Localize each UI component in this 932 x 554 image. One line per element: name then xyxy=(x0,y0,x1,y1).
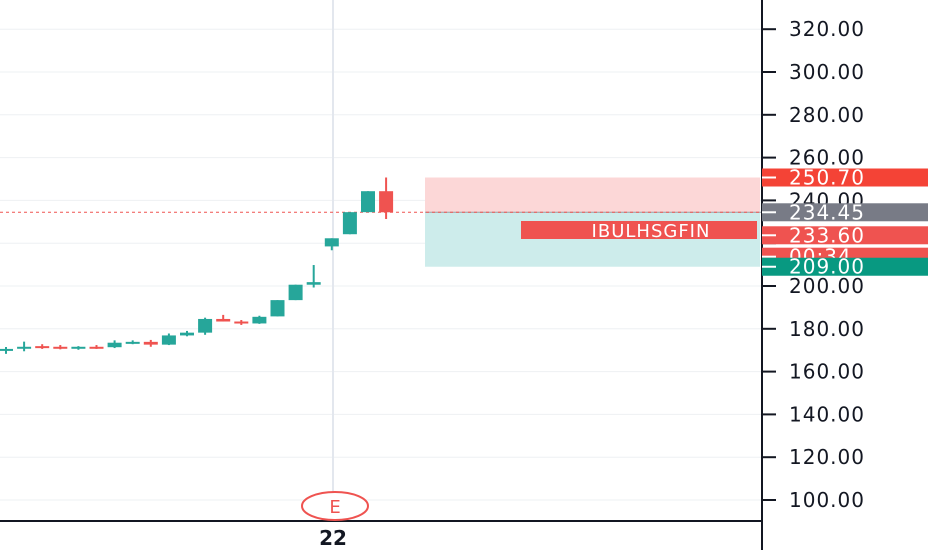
symbol-tag-text: IBULHSGFIN xyxy=(592,221,711,242)
candle[interactable] xyxy=(180,330,194,337)
candle[interactable] xyxy=(270,300,285,317)
price-label-text: 234.45 xyxy=(789,200,865,224)
y-tick-label: 260.00 xyxy=(789,146,865,170)
candle-body xyxy=(180,332,194,336)
candle-body xyxy=(342,212,357,235)
candle[interactable] xyxy=(361,191,375,213)
candle[interactable] xyxy=(107,340,122,349)
y-tick-label: 320.00 xyxy=(789,17,865,41)
candle[interactable] xyxy=(0,346,13,354)
candle[interactable] xyxy=(161,333,176,346)
candle[interactable] xyxy=(252,315,267,324)
earnings-marker[interactable]: E xyxy=(301,491,369,521)
y-tick-label: 180.00 xyxy=(789,317,865,341)
candle[interactable] xyxy=(288,284,303,301)
candle-body xyxy=(198,318,213,333)
candle-body xyxy=(306,282,321,285)
candle[interactable] xyxy=(216,314,231,322)
price-label-bg xyxy=(762,168,928,187)
candle-body xyxy=(361,191,375,213)
y-tick-label: 160.00 xyxy=(789,360,865,384)
candle-body xyxy=(252,316,267,324)
candle[interactable] xyxy=(125,340,140,345)
symbol-tag-bg xyxy=(521,221,757,239)
candle[interactable] xyxy=(71,346,86,350)
earnings-marker-badge xyxy=(301,491,369,521)
price-label-text: 233.60 xyxy=(789,223,865,247)
candle-body xyxy=(125,341,140,344)
candle[interactable] xyxy=(53,345,68,350)
candle[interactable] xyxy=(35,344,50,349)
candle[interactable] xyxy=(143,339,158,347)
candle-body xyxy=(379,191,394,213)
price-label-bg xyxy=(762,257,928,276)
stop-loss-zone xyxy=(425,177,760,213)
price-label: 234.45 xyxy=(762,200,928,224)
candle-body xyxy=(53,346,68,349)
candle-body xyxy=(143,341,158,345)
candle-body xyxy=(89,346,104,349)
price-label: 209.00 xyxy=(762,255,928,279)
candle-body xyxy=(35,346,50,349)
candle-body xyxy=(17,346,32,349)
candle-body xyxy=(107,342,122,348)
x-tick-label: 22 xyxy=(319,526,347,550)
earnings-marker-label: E xyxy=(329,497,340,518)
symbol-tag: IBULHSGFIN xyxy=(521,221,757,242)
candle[interactable] xyxy=(379,177,394,220)
y-tick-label: 120.00 xyxy=(789,445,865,469)
candle-body xyxy=(71,346,86,349)
price-label: 233.60 xyxy=(762,223,928,247)
candle-body xyxy=(0,348,13,351)
candle-body xyxy=(288,284,303,301)
price-label-text: 250.70 xyxy=(789,166,865,190)
price-label-bg xyxy=(762,203,928,222)
candle-body xyxy=(324,238,339,247)
candle[interactable] xyxy=(234,320,249,325)
y-tick-label: 300.00 xyxy=(789,60,865,84)
candle[interactable] xyxy=(324,238,339,251)
candle[interactable] xyxy=(306,265,321,288)
candle-body xyxy=(270,300,285,317)
candle-body xyxy=(161,335,176,345)
candle[interactable] xyxy=(198,317,213,335)
candle[interactable] xyxy=(17,341,32,352)
y-tick-label: 280.00 xyxy=(789,103,865,127)
price-label-bg xyxy=(762,226,928,245)
candle-body xyxy=(234,321,249,324)
y-tick-label: 100.00 xyxy=(789,488,865,512)
candle[interactable] xyxy=(342,212,357,235)
candle-body xyxy=(216,318,231,322)
y-tick-label: 200.00 xyxy=(789,274,865,298)
price-label: 250.70 xyxy=(762,166,928,190)
candle[interactable] xyxy=(89,345,104,349)
y-tick-label: 140.00 xyxy=(789,402,865,426)
price-label-text: 209.00 xyxy=(789,255,865,279)
